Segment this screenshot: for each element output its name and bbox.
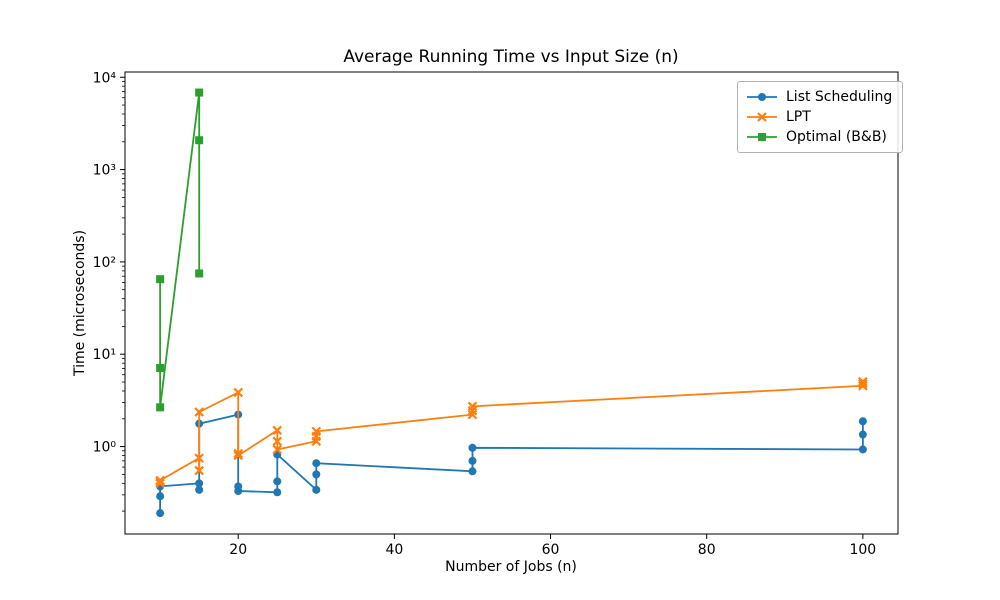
- data-point-list-scheduling: [195, 485, 204, 494]
- data-point-list-scheduling: [312, 470, 321, 479]
- legend-marker-square-icon: [747, 133, 777, 141]
- data-point-list-scheduling: [195, 479, 204, 488]
- series-line-optimal-bb: [159, 92, 201, 408]
- data-point-list-scheduling: [156, 509, 165, 518]
- data-point-lpt: [467, 401, 478, 412]
- data-point-lpt: [233, 450, 243, 461]
- data-point-list-scheduling: [858, 417, 867, 426]
- y-tick-label: 10²: [93, 255, 116, 271]
- data-point-lpt: [858, 376, 868, 387]
- data-point-lpt: [272, 425, 283, 436]
- data-point-optimal-bb: [195, 269, 204, 278]
- legend-marker-x-icon: [747, 112, 777, 122]
- x-axis-label: Number of Jobs (n): [445, 559, 577, 575]
- y-axis-label: Time (microseconds): [72, 230, 88, 377]
- data-point-list-scheduling: [273, 477, 282, 486]
- chart-title: Average Running Time vs Input Size (n): [343, 47, 678, 67]
- data-point-lpt: [155, 475, 165, 486]
- x-tick-label: 80: [698, 542, 716, 558]
- y-tick-label: 10³: [93, 163, 116, 179]
- data-point-lpt: [311, 426, 322, 437]
- x-tick-label: 60: [542, 542, 560, 558]
- plot-frame: [124, 71, 899, 535]
- data-point-list-scheduling: [156, 492, 165, 501]
- data-point-list-scheduling: [858, 430, 867, 439]
- data-point-lpt: [194, 453, 204, 463]
- data-point-optimal-bb: [156, 363, 165, 372]
- x-tick-label: 100: [849, 542, 876, 558]
- data-point-optimal-bb: [195, 88, 204, 97]
- data-point-optimal-bb: [195, 136, 204, 145]
- data-point-lpt: [272, 444, 283, 455]
- y-tick-label: 10¹: [93, 347, 116, 363]
- data-point-list-scheduling: [312, 485, 321, 494]
- data-point-lpt: [155, 478, 165, 489]
- legend-label: List Scheduling: [786, 89, 893, 105]
- data-point-lpt: [233, 448, 243, 459]
- y-tick-label: 10⁰: [93, 440, 117, 456]
- data-point-list-scheduling: [273, 488, 282, 497]
- data-point-list-scheduling: [468, 443, 477, 452]
- data-point-lpt: [858, 378, 868, 389]
- legend: List Scheduling LPT Optimal (B&B): [737, 81, 904, 153]
- data-point-list-scheduling: [468, 467, 477, 476]
- legend-item-list-scheduling: List Scheduling: [746, 87, 892, 107]
- legend-marker-circle-icon: [747, 93, 777, 101]
- legend-label: LPT: [786, 109, 811, 125]
- data-point-list-scheduling: [468, 456, 477, 465]
- data-point-list-scheduling: [234, 487, 243, 496]
- series-line-lpt: [159, 381, 864, 484]
- data-point-list-scheduling: [312, 459, 321, 468]
- data-point-lpt: [233, 387, 243, 398]
- x-tick-label: 20: [229, 542, 247, 558]
- y-tick-label: 10⁴: [93, 70, 117, 86]
- x-tick-label: 40: [385, 542, 403, 558]
- legend-label: Optimal (B&B): [786, 129, 887, 145]
- data-point-optimal-bb: [156, 275, 165, 284]
- legend-item-lpt: LPT: [746, 107, 892, 127]
- series-line-list-scheduling: [159, 413, 864, 514]
- data-point-lpt: [194, 465, 204, 476]
- legend-item-optimal-bb: Optimal (B&B): [746, 127, 892, 147]
- data-point-optimal-bb: [156, 403, 165, 412]
- data-point-lpt: [272, 436, 283, 447]
- data-point-list-scheduling: [858, 445, 867, 454]
- data-point-lpt: [194, 407, 204, 417]
